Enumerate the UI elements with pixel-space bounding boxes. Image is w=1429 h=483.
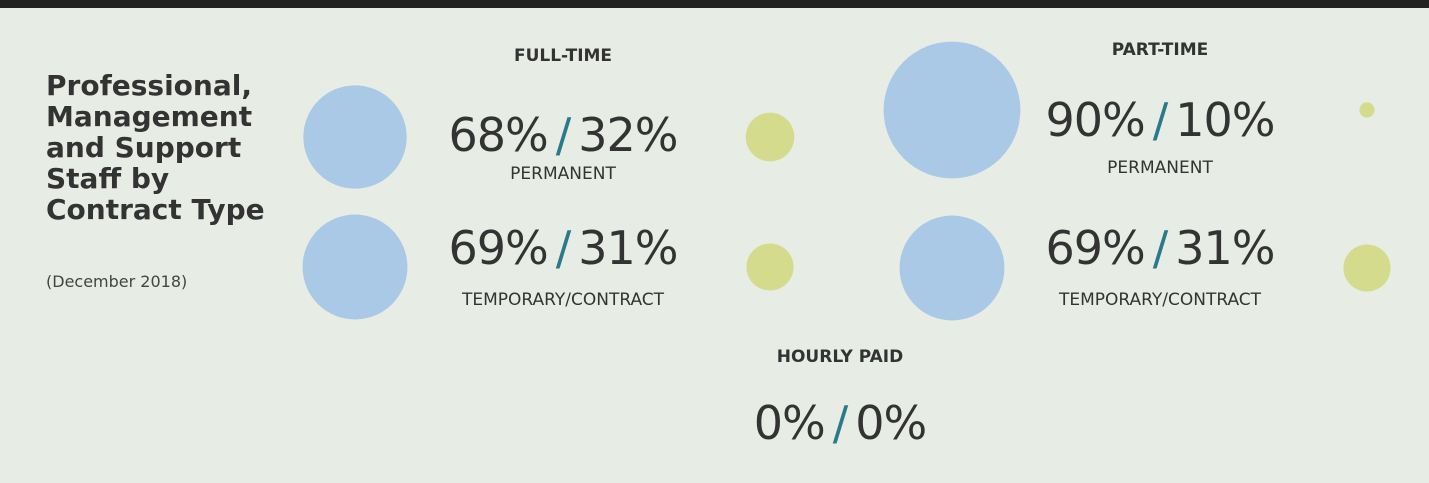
value-label: 32% (578, 108, 678, 162)
row-label: TEMPORARY/CONTRACT (461, 290, 665, 310)
top-bar (0, 0, 1429, 8)
bubble (746, 243, 794, 291)
bubble (745, 112, 795, 162)
title: Professional, Management and Support Sta… (46, 69, 265, 226)
bubble (883, 41, 1021, 179)
value-label: 31% (1175, 221, 1275, 275)
value-label: 10% (1175, 93, 1275, 147)
value-pair: 69%/31% (448, 221, 679, 275)
value-label: 90% (1045, 93, 1146, 147)
value-pair: 68%/32% (448, 108, 679, 162)
separator: / (832, 396, 848, 450)
value-pair: 69%/31% (1045, 221, 1276, 275)
value-label: 68% (448, 108, 549, 162)
separator: / (555, 108, 571, 162)
value-label: 0% (855, 396, 927, 450)
row-label: PERMANENT (1107, 158, 1213, 178)
bubble (899, 215, 1005, 321)
group-name: PART-TIME (1111, 40, 1209, 60)
value-pair: 0%/0% (753, 396, 927, 450)
bubble (303, 85, 407, 189)
separator: / (1152, 93, 1168, 147)
row-label: TEMPORARY/CONTRACT (1058, 290, 1262, 310)
group-name: HOURLY PAID (776, 347, 904, 367)
value-label: 0% (753, 396, 826, 450)
row-label: PERMANENT (510, 164, 616, 184)
bubble (1343, 244, 1391, 292)
value-label: 69% (448, 221, 549, 275)
separator: / (1152, 221, 1168, 275)
value-pair: 90%/10% (1045, 93, 1276, 147)
value-label: 69% (1045, 221, 1146, 275)
separator: / (555, 221, 571, 275)
value-label: 31% (578, 221, 678, 275)
group-name: FULL-TIME (513, 46, 613, 66)
subtitle: (December 2018) (46, 272, 188, 291)
bubble (1359, 102, 1375, 118)
bubble (302, 214, 408, 320)
